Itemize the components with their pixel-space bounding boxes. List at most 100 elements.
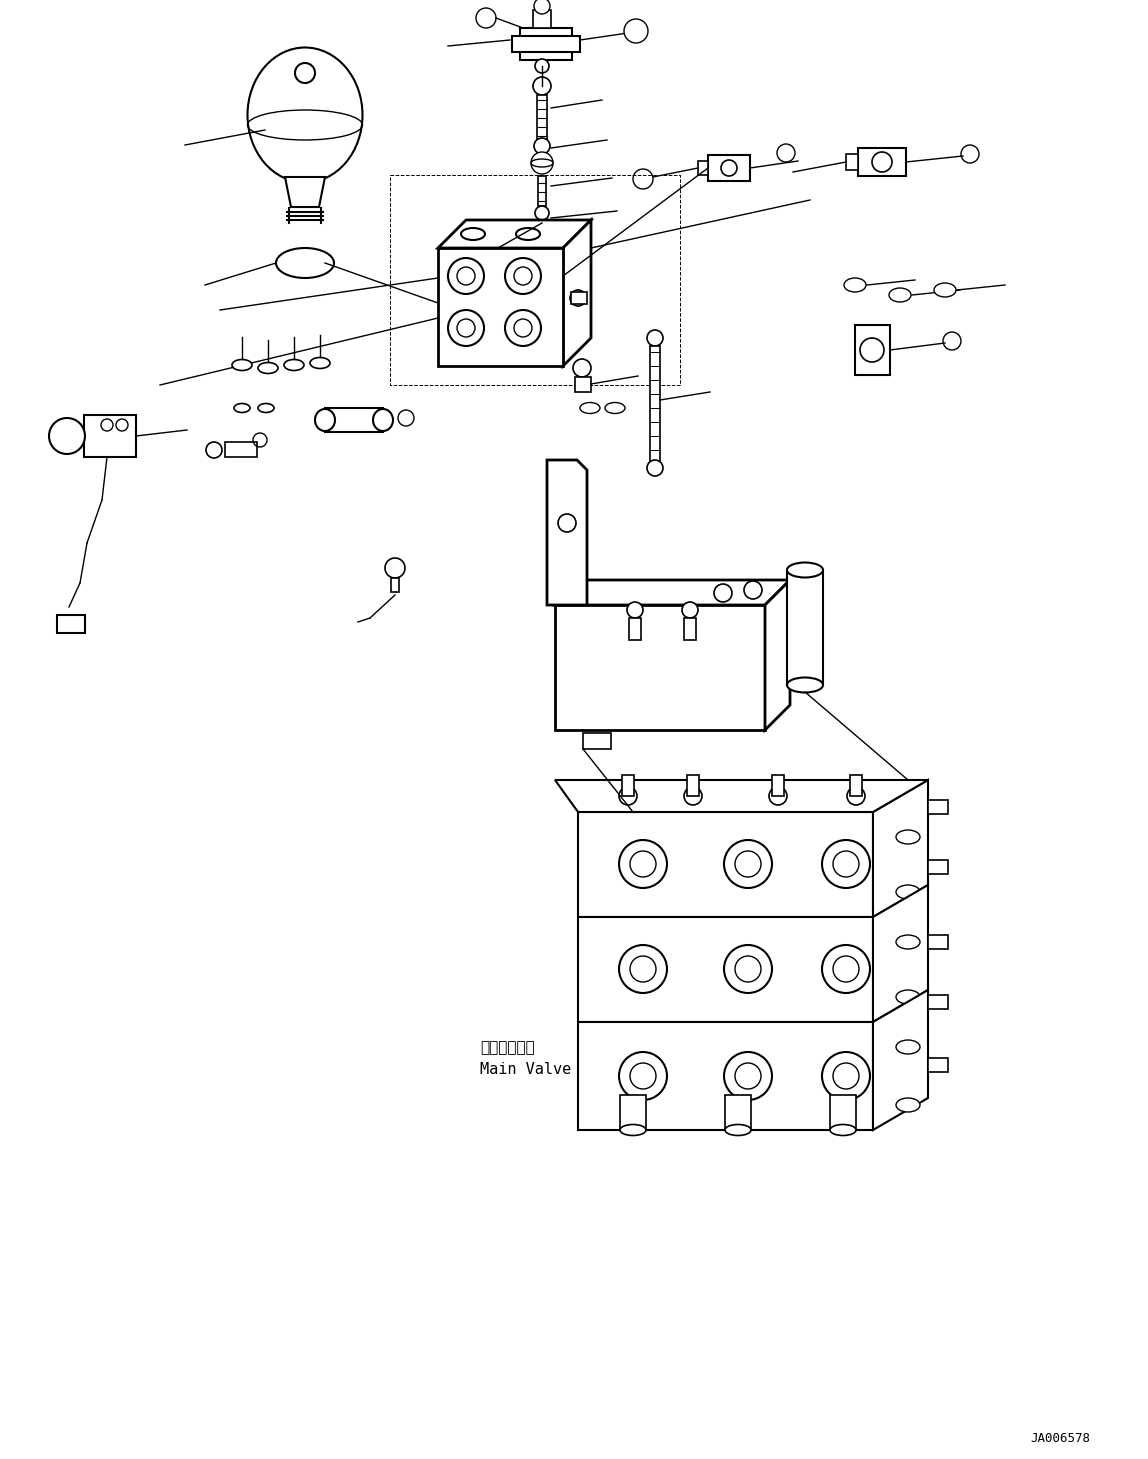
Polygon shape — [554, 581, 790, 605]
Circle shape — [101, 419, 113, 430]
Bar — [583, 732, 611, 748]
Bar — [928, 935, 948, 948]
Bar — [830, 1096, 856, 1131]
Bar — [325, 409, 383, 432]
Polygon shape — [872, 886, 928, 1021]
Bar — [928, 800, 948, 814]
Ellipse shape — [895, 830, 920, 843]
Ellipse shape — [895, 991, 920, 1004]
Ellipse shape — [788, 563, 823, 578]
Ellipse shape — [284, 359, 304, 371]
Bar — [928, 859, 948, 874]
Circle shape — [116, 419, 127, 430]
Circle shape — [860, 338, 884, 362]
Circle shape — [630, 956, 656, 982]
Circle shape — [535, 206, 549, 220]
Bar — [788, 570, 823, 684]
Bar — [855, 325, 890, 375]
Text: メインバルブ: メインバルブ — [480, 1040, 535, 1055]
Ellipse shape — [620, 1125, 646, 1135]
Circle shape — [724, 945, 771, 994]
Bar — [520, 28, 572, 60]
Circle shape — [558, 514, 576, 533]
Ellipse shape — [234, 404, 250, 413]
Circle shape — [385, 557, 405, 578]
Circle shape — [505, 258, 541, 295]
Circle shape — [714, 584, 732, 603]
Circle shape — [619, 840, 667, 889]
Ellipse shape — [515, 228, 540, 239]
Circle shape — [833, 956, 859, 982]
Polygon shape — [439, 220, 591, 248]
Circle shape — [735, 851, 761, 877]
Circle shape — [724, 1052, 771, 1100]
Circle shape — [682, 603, 698, 619]
Polygon shape — [563, 220, 591, 366]
Circle shape — [533, 77, 551, 95]
Ellipse shape — [889, 287, 912, 302]
Text: JA006578: JA006578 — [1030, 1431, 1089, 1444]
Text: Main Valve: Main Valve — [480, 1062, 572, 1078]
Ellipse shape — [248, 48, 363, 182]
Bar — [225, 442, 257, 457]
Polygon shape — [577, 813, 872, 918]
Polygon shape — [765, 581, 790, 730]
Circle shape — [535, 58, 549, 73]
Bar — [391, 578, 400, 592]
Ellipse shape — [461, 228, 484, 239]
Circle shape — [833, 1064, 859, 1088]
Circle shape — [724, 840, 771, 889]
Polygon shape — [577, 1021, 872, 1131]
Bar — [512, 36, 580, 53]
Ellipse shape — [373, 409, 393, 430]
Bar — [533, 10, 551, 28]
Bar — [708, 155, 750, 181]
Circle shape — [457, 320, 475, 337]
Bar — [538, 177, 546, 206]
Bar — [622, 775, 634, 797]
Circle shape — [721, 160, 737, 177]
Circle shape — [627, 603, 643, 619]
Circle shape — [833, 851, 859, 877]
Polygon shape — [872, 781, 928, 918]
Circle shape — [684, 786, 701, 805]
Ellipse shape — [258, 404, 274, 413]
Bar — [684, 619, 696, 641]
Ellipse shape — [788, 677, 823, 693]
Polygon shape — [285, 177, 325, 207]
Bar — [84, 414, 135, 457]
Bar — [726, 1096, 751, 1131]
Bar — [571, 292, 587, 303]
Ellipse shape — [580, 403, 600, 413]
Ellipse shape — [276, 248, 334, 279]
Bar — [537, 95, 546, 140]
Circle shape — [619, 786, 637, 805]
Circle shape — [295, 63, 315, 83]
Circle shape — [647, 330, 664, 346]
Circle shape — [735, 1064, 761, 1088]
Ellipse shape — [532, 159, 553, 166]
Circle shape — [744, 581, 762, 600]
Bar — [928, 1058, 948, 1072]
Circle shape — [630, 851, 656, 877]
Circle shape — [822, 840, 870, 889]
Ellipse shape — [934, 283, 956, 298]
Circle shape — [532, 152, 553, 174]
Polygon shape — [554, 781, 928, 813]
Ellipse shape — [310, 357, 329, 369]
Bar — [57, 616, 85, 633]
Bar — [650, 346, 660, 461]
Ellipse shape — [605, 403, 625, 413]
Bar — [629, 619, 641, 641]
Circle shape — [49, 417, 85, 454]
Bar — [698, 160, 708, 175]
Circle shape — [457, 267, 475, 285]
Circle shape — [514, 267, 532, 285]
Ellipse shape — [895, 935, 920, 948]
Circle shape — [505, 309, 541, 346]
Circle shape — [476, 7, 496, 28]
Circle shape — [514, 320, 532, 337]
Ellipse shape — [830, 1125, 856, 1135]
Circle shape — [534, 139, 550, 155]
Ellipse shape — [258, 362, 278, 374]
